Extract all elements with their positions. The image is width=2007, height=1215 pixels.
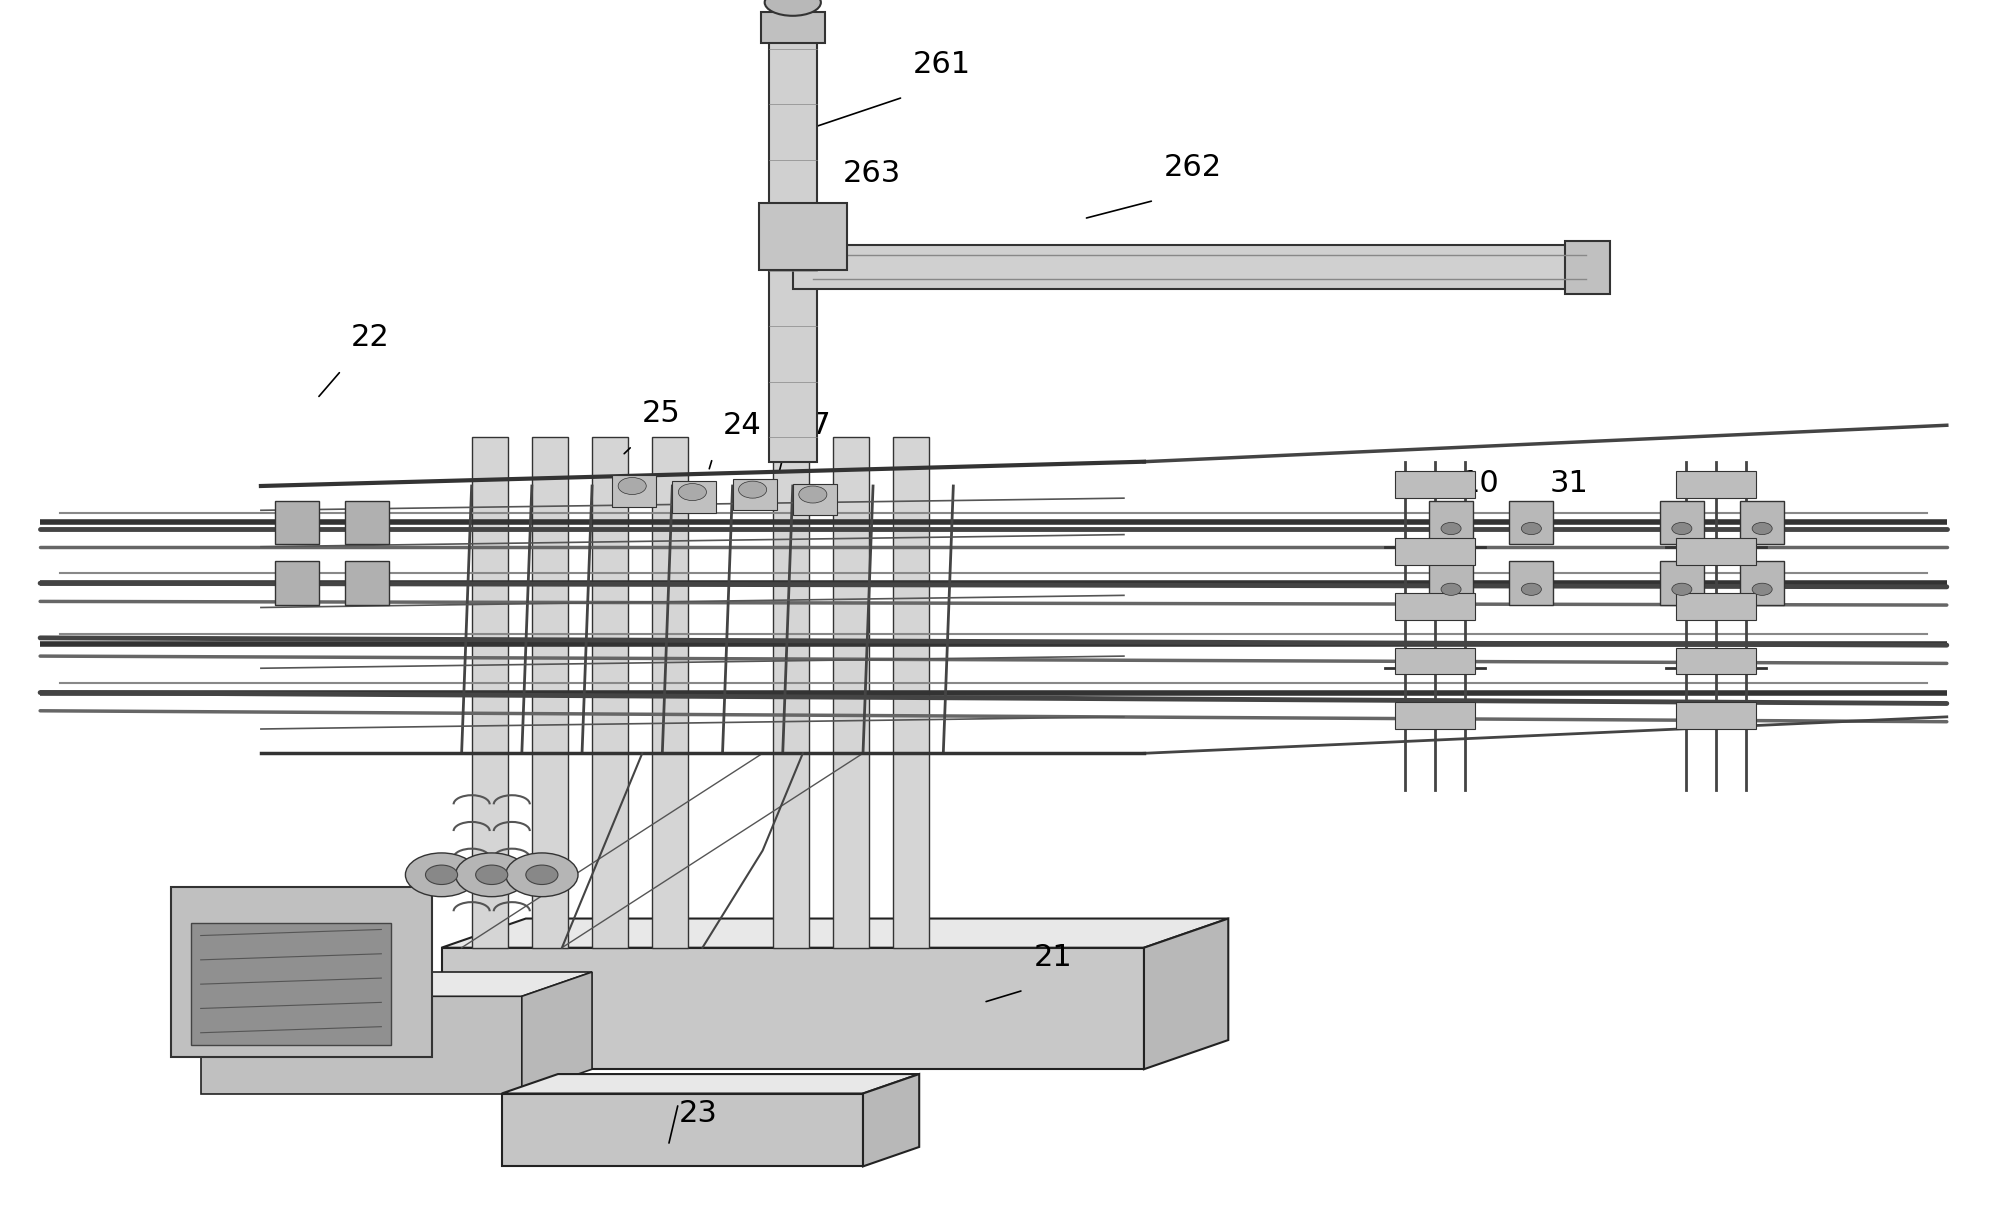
Bar bbox=[773, 437, 809, 948]
Text: 27: 27 bbox=[793, 411, 831, 440]
Circle shape bbox=[1521, 583, 1541, 595]
Bar bbox=[1395, 648, 1475, 674]
Polygon shape bbox=[201, 972, 592, 996]
Polygon shape bbox=[442, 919, 1228, 948]
Polygon shape bbox=[201, 996, 522, 1094]
Text: 262: 262 bbox=[1164, 153, 1222, 182]
Bar bbox=[1676, 648, 1756, 674]
Bar bbox=[769, 24, 817, 462]
Bar bbox=[793, 245, 1606, 289]
Bar bbox=[191, 923, 391, 1045]
Circle shape bbox=[506, 853, 578, 897]
Bar bbox=[1660, 561, 1704, 605]
Bar bbox=[345, 561, 389, 605]
Circle shape bbox=[1441, 583, 1461, 595]
Circle shape bbox=[678, 484, 706, 501]
Circle shape bbox=[1672, 522, 1692, 535]
Text: 22: 22 bbox=[351, 323, 389, 352]
Bar bbox=[733, 479, 777, 510]
Circle shape bbox=[1752, 522, 1772, 535]
Text: 23: 23 bbox=[678, 1098, 716, 1128]
Text: 10: 10 bbox=[1461, 469, 1499, 498]
Circle shape bbox=[739, 481, 767, 498]
Bar bbox=[612, 475, 656, 507]
Circle shape bbox=[618, 477, 646, 495]
Bar bbox=[759, 203, 847, 270]
Bar bbox=[793, 484, 837, 515]
Circle shape bbox=[526, 865, 558, 885]
Bar bbox=[1660, 501, 1704, 544]
Circle shape bbox=[476, 865, 508, 885]
Bar bbox=[1676, 702, 1756, 729]
Text: 261: 261 bbox=[913, 50, 971, 79]
Circle shape bbox=[405, 853, 478, 897]
Circle shape bbox=[425, 865, 458, 885]
Bar bbox=[1676, 538, 1756, 565]
Circle shape bbox=[1752, 583, 1772, 595]
Text: 24: 24 bbox=[723, 411, 761, 440]
Bar bbox=[1565, 241, 1610, 294]
Bar bbox=[893, 437, 929, 948]
Polygon shape bbox=[502, 1094, 863, 1166]
Bar bbox=[1509, 561, 1553, 605]
Bar bbox=[171, 887, 432, 1057]
Bar bbox=[1395, 593, 1475, 620]
Circle shape bbox=[456, 853, 528, 897]
Bar bbox=[761, 12, 825, 43]
Circle shape bbox=[1441, 522, 1461, 535]
Bar bbox=[1676, 471, 1756, 498]
Bar bbox=[833, 437, 869, 948]
Bar bbox=[1395, 702, 1475, 729]
Polygon shape bbox=[1144, 919, 1228, 1069]
Polygon shape bbox=[502, 1074, 919, 1094]
Bar bbox=[1740, 561, 1784, 605]
Bar bbox=[275, 501, 319, 544]
Text: 21: 21 bbox=[1034, 943, 1072, 972]
Bar bbox=[672, 481, 716, 513]
Bar bbox=[472, 437, 508, 948]
Text: 25: 25 bbox=[642, 399, 680, 428]
Bar bbox=[1395, 471, 1475, 498]
Bar bbox=[1395, 538, 1475, 565]
Bar bbox=[1509, 501, 1553, 544]
Bar bbox=[532, 437, 568, 948]
Bar bbox=[1676, 593, 1756, 620]
Circle shape bbox=[1672, 583, 1692, 595]
Polygon shape bbox=[522, 972, 592, 1094]
Bar bbox=[592, 437, 628, 948]
Bar bbox=[345, 501, 389, 544]
Bar bbox=[275, 561, 319, 605]
Ellipse shape bbox=[765, 0, 821, 16]
Text: 31: 31 bbox=[1549, 469, 1588, 498]
Bar bbox=[1740, 501, 1784, 544]
Polygon shape bbox=[863, 1074, 919, 1166]
Bar bbox=[1429, 501, 1473, 544]
Text: 263: 263 bbox=[843, 159, 901, 188]
Circle shape bbox=[1521, 522, 1541, 535]
Circle shape bbox=[799, 486, 827, 503]
Bar bbox=[652, 437, 688, 948]
Bar bbox=[1429, 561, 1473, 605]
Polygon shape bbox=[442, 948, 1144, 1069]
